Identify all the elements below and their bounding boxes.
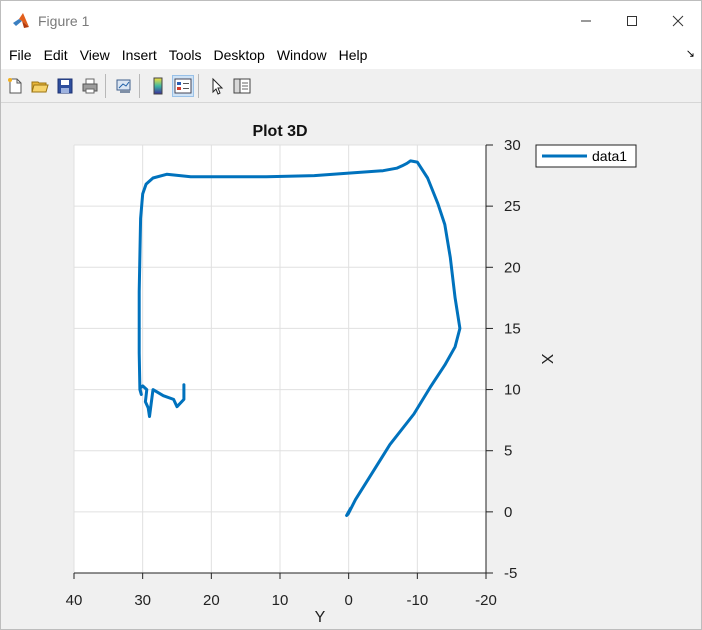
close-icon	[672, 15, 684, 27]
close-button[interactable]	[655, 1, 701, 41]
menu-view[interactable]: View	[79, 47, 110, 63]
x-tick-label: 10	[272, 592, 289, 609]
series-layer	[137, 159, 462, 517]
chart-title: Plot 3D	[252, 123, 307, 140]
menu-help[interactable]: Help	[338, 47, 368, 63]
menu-bar: File Edit View Insert Tools Desktop Wind…	[1, 41, 701, 69]
figure-toolbar	[1, 70, 701, 103]
y-tick-label: 20	[504, 259, 521, 276]
toolbar-separator	[105, 74, 106, 98]
toolbar-separator	[198, 74, 199, 98]
x-tick-label: 40	[66, 592, 83, 609]
minimize-icon	[581, 20, 591, 22]
y-tick-label: -5	[504, 565, 517, 582]
y-tick-label: 5	[504, 443, 512, 460]
matlab-icon	[12, 12, 30, 30]
figure-canvas: 40 30 20 10 0 -10 -20 30 25 20 15 10 5 0 -5 Plot 3D Y…	[1, 103, 701, 629]
window-title: Figure 1	[38, 13, 90, 29]
menu-edit[interactable]: Edit	[43, 47, 68, 63]
x-tick-label: 30	[134, 592, 151, 609]
y-tick-label: 15	[504, 320, 521, 337]
y-tick-label: 0	[504, 504, 512, 521]
window-controls	[563, 1, 701, 41]
open-file-icon[interactable]	[29, 75, 51, 97]
maximize-button[interactable]	[609, 1, 655, 41]
dock-arrow-icon[interactable]: ↘	[685, 48, 695, 60]
legend-label-data1: data1	[592, 148, 627, 164]
x-ticks: 40 30 20 10 0 -10 -20	[66, 573, 497, 609]
menu-file[interactable]: File	[9, 47, 32, 63]
print-icon[interactable]	[79, 75, 101, 97]
x-tick-label: 20	[203, 592, 220, 609]
y-ticks: 30 25 20 15 10 5 0 -5	[486, 137, 521, 582]
toolbar-separator	[139, 74, 140, 98]
menu-window[interactable]: Window	[276, 47, 327, 63]
menu-desktop[interactable]: Desktop	[213, 47, 265, 63]
link-plot-icon[interactable]	[113, 75, 135, 97]
new-figure-icon[interactable]	[4, 75, 26, 97]
legend-icon[interactable]	[172, 75, 194, 97]
y-tick-label: 10	[504, 382, 521, 399]
property-inspector-icon[interactable]	[231, 75, 253, 97]
colorbar-icon[interactable]	[147, 75, 169, 97]
x-tick-label: -20	[475, 592, 497, 609]
x-tick-label: -10	[406, 592, 428, 609]
plot-svg[interactable]: 40 30 20 10 0 -10 -20 30 25 20 15 10 5 0 -5 Plot 3D Y…	[1, 103, 701, 629]
legend[interactable]: data1	[535, 144, 637, 168]
minimize-button[interactable]	[563, 1, 609, 41]
title-bar: Figure 1	[1, 1, 701, 41]
y-axis-label: X	[538, 354, 555, 365]
x-axis-label: Y	[315, 609, 326, 626]
maximize-icon	[627, 16, 637, 26]
y-tick-label: 25	[504, 198, 521, 215]
menu-tools[interactable]: Tools	[168, 47, 202, 63]
menu-insert[interactable]: Insert	[121, 47, 157, 63]
pointer-icon[interactable]	[206, 75, 228, 97]
save-icon[interactable]	[54, 75, 76, 97]
y-tick-label: 30	[504, 137, 521, 154]
x-tick-label: 0	[344, 592, 352, 609]
series-line-data1	[137, 159, 462, 517]
